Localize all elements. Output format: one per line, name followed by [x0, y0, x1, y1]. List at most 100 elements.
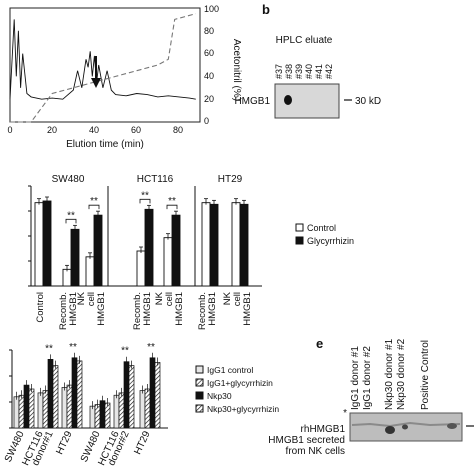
c-bar-control [85, 256, 95, 287]
d-bar-nkp30-gly [154, 362, 161, 429]
c-sig-bracket [139, 198, 151, 204]
c-bar-control [163, 237, 173, 287]
e-band-control [447, 423, 457, 429]
c-xlabel: Recomb. [58, 292, 69, 330]
c-sig-bracket [65, 218, 77, 224]
d-bar-nkp30 [123, 361, 130, 429]
c-sig-label: ** [90, 196, 98, 207]
c-bar-glycyrrhizin [171, 214, 181, 287]
d-sig-label: ** [147, 342, 155, 353]
c-bar-control [136, 250, 146, 287]
d-legend-igg1-gly-swatch [195, 378, 204, 387]
b-lane-3: #40 [304, 64, 314, 79]
c-xlabel: NK [76, 291, 87, 305]
d-bar-igg1 [61, 387, 68, 429]
c-legend-control-swatch [295, 223, 304, 232]
c-legend-glycyrrhizin: Glycyrrhizin [307, 236, 354, 246]
c-bar-glycyrrhizin [209, 203, 219, 287]
c-xlabel: cell [164, 292, 175, 306]
b-row-label: HMGB1 [234, 96, 270, 107]
d-bar-igg1-gly [118, 392, 125, 429]
e-row-rhhmgb1: rhHMGB1 [301, 424, 346, 435]
c-bar-glycyrrhizin [70, 228, 80, 287]
d-bar-nkp30 [71, 357, 78, 429]
c-bar-glycyrrhizin [144, 208, 154, 287]
e-asterisk: * [343, 408, 347, 419]
panel-d: ** ** ** ** IgG1 control IgG1+glycyrrhizin … [3, 342, 279, 468]
b-lane-5: #42 [324, 64, 334, 79]
d-legend-nkp30-gly-swatch [195, 404, 204, 413]
c-bar-control [231, 202, 241, 287]
panel-b: b HPLC eluate #37 #38 #39 #40 #41 #42 HM… [234, 2, 381, 119]
b-lane-4: #41 [314, 64, 324, 79]
b-lane-1: #38 [284, 64, 294, 79]
c-xlabel: HMGB1 [242, 292, 253, 326]
c-xlabel: HMGB1 [96, 292, 107, 326]
b-lane-0: #37 [274, 64, 284, 79]
a-acetonitrile-line [10, 13, 196, 123]
a-xtick-4: 80 [173, 125, 183, 135]
e-lane-4: Positive Control [420, 340, 431, 410]
c-sig-bracket [166, 204, 178, 210]
a-xtick-0: 0 [7, 125, 12, 135]
b-label: b [262, 2, 270, 17]
e-band-nkp30-1 [385, 426, 395, 434]
c-group-hct116: HCT116 [137, 174, 174, 185]
c-xlabel: NK [154, 291, 165, 305]
d-bar-igg1-gly [144, 388, 151, 429]
d-bar-nkp30-gly [28, 388, 35, 429]
c-xlabel: cell [86, 292, 97, 306]
c-bar-control [34, 202, 44, 287]
a-ytick-5: 100 [204, 4, 219, 14]
panel-a-plot [9, 13, 196, 123]
b-marker: 30 kD [355, 96, 381, 107]
c-legend-glycyrrhizin-swatch [295, 236, 304, 245]
c-xlabel: cell [232, 292, 243, 306]
d-legend-igg1-swatch [195, 365, 204, 374]
d-legend-nkp30-gly: Nkp30+glycyrrhizin [207, 404, 279, 414]
c-group-ht29: HT29 [218, 174, 243, 185]
d-bar-nkp30-gly [128, 365, 135, 429]
panel-a: 0 20 40 60 80 Elution time (min) 0 20 40… [7, 4, 242, 150]
c-bar-glycyrrhizin [239, 203, 249, 287]
a-ytick-1: 20 [204, 94, 214, 104]
a-xtick-3: 60 [131, 125, 141, 135]
d-bar-nkp30-gly [104, 402, 111, 429]
peak-arrow-head [91, 78, 101, 88]
c-xlabel: HMGB1 [207, 292, 218, 326]
e-lane-2: Nkp30 donor #1 [384, 338, 395, 410]
panel-d-plot: ** ** ** ** [9, 342, 168, 429]
a-xtick-2: 40 [89, 125, 99, 135]
d-bar-igg1 [89, 405, 96, 429]
c-xlabel: Recomb. [132, 292, 143, 330]
d-sig-label: ** [69, 342, 77, 353]
e-band-noise [351, 421, 461, 428]
panel-c-plot: ** ** ** ** [28, 185, 262, 287]
b-band [284, 95, 292, 105]
c-legend-control: Control [307, 223, 336, 233]
c-xlabel: Recomb. [197, 292, 208, 330]
d-bar-nkp30-gly [76, 360, 83, 429]
c-sig-bracket [88, 204, 100, 210]
d-bar-nkp30 [47, 359, 54, 429]
d-legend-nkp30: Nkp30 [207, 391, 232, 401]
a-ytick-4: 80 [204, 26, 214, 36]
a-ytick-3: 60 [204, 48, 214, 58]
d-bar-igg1-gly [42, 390, 49, 429]
d-xlabel: HT29 [54, 429, 74, 456]
e-lane-0: IgG1 donor #1 [350, 346, 361, 410]
c-bar-control [62, 268, 72, 287]
c-bar-glycyrrhizin [42, 200, 52, 287]
d-bar-igg1 [37, 392, 44, 429]
d-bar-igg1 [13, 396, 20, 429]
b-lane-2: #39 [294, 64, 304, 79]
panel-c: ** ** ** ** SW480 HCT116 HT29 Control Glycy… [28, 174, 354, 330]
a-ytick-0: 0 [204, 116, 209, 126]
d-bar-nkp30 [23, 384, 30, 429]
e-row-nk: from NK cells [286, 446, 345, 457]
d-sig-label: ** [121, 346, 129, 357]
panel-a-frame [9, 7, 201, 123]
d-bar-nkp30 [99, 400, 106, 429]
